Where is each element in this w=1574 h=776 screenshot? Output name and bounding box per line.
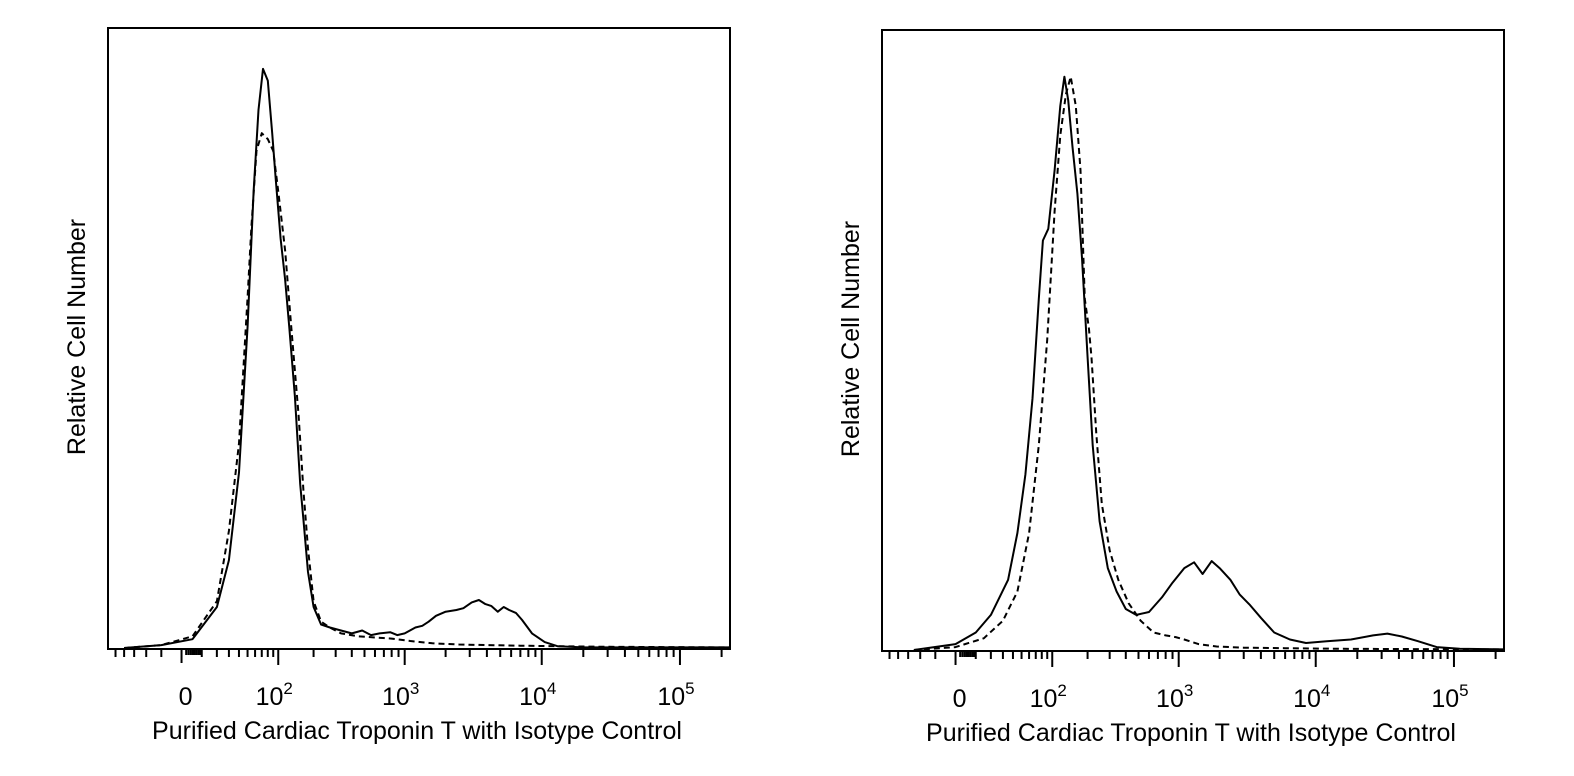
x-tick-label: 104 bbox=[519, 679, 556, 711]
histogram-panel-left: 0 102 103 104 105 Relative Cell Number Purif… bbox=[63, 27, 731, 745]
x-axis-ticks bbox=[114, 649, 723, 665]
x-axis-tick-labels: 0 102 103 104 105 bbox=[953, 681, 1469, 713]
plot-frame bbox=[881, 29, 1505, 652]
series-layer bbox=[913, 75, 1505, 651]
troponin-t-line bbox=[124, 67, 730, 649]
isotype-control-line bbox=[913, 75, 1505, 651]
x-axis-tick-labels: 0 102 103 104 105 bbox=[179, 679, 695, 711]
plot-frame bbox=[107, 27, 731, 650]
x-tick-label: 0 bbox=[179, 683, 193, 711]
svg-text:0: 0 bbox=[179, 683, 193, 711]
svg-text:105: 105 bbox=[1431, 681, 1468, 713]
series-layer bbox=[124, 67, 731, 649]
svg-text:102: 102 bbox=[256, 679, 293, 711]
x-tick-label: 102 bbox=[256, 679, 293, 711]
x-tick-label: 104 bbox=[1293, 681, 1330, 713]
x-axis-label: Purified Cardiac Troponin T with Isotype… bbox=[152, 717, 682, 745]
x-tick-label: 102 bbox=[1030, 681, 1067, 713]
x-tick-label: 103 bbox=[382, 679, 419, 711]
svg-text:104: 104 bbox=[519, 679, 556, 711]
svg-text:104: 104 bbox=[1293, 681, 1330, 713]
svg-text:0: 0 bbox=[953, 685, 967, 713]
x-tick-label: 0 bbox=[953, 685, 967, 713]
x-axis-label: Purified Cardiac Troponin T with Isotype… bbox=[926, 719, 1456, 747]
svg-text:105: 105 bbox=[657, 679, 694, 711]
y-axis-label: Relative Cell Number bbox=[837, 221, 865, 457]
svg-text:102: 102 bbox=[1030, 681, 1067, 713]
histogram-panel-right: 0 102 103 104 105 Relative Cell Number Purif… bbox=[837, 29, 1505, 747]
svg-text:103: 103 bbox=[1156, 681, 1193, 713]
y-axis-label: Relative Cell Number bbox=[63, 219, 91, 455]
x-tick-label: 105 bbox=[1431, 681, 1468, 713]
isotype-control-line bbox=[124, 132, 731, 649]
svg-text:103: 103 bbox=[382, 679, 419, 711]
x-tick-label: 103 bbox=[1156, 681, 1193, 713]
x-tick-label: 105 bbox=[657, 679, 694, 711]
troponin-t-line bbox=[913, 75, 1505, 651]
x-axis-ticks bbox=[888, 651, 1497, 667]
